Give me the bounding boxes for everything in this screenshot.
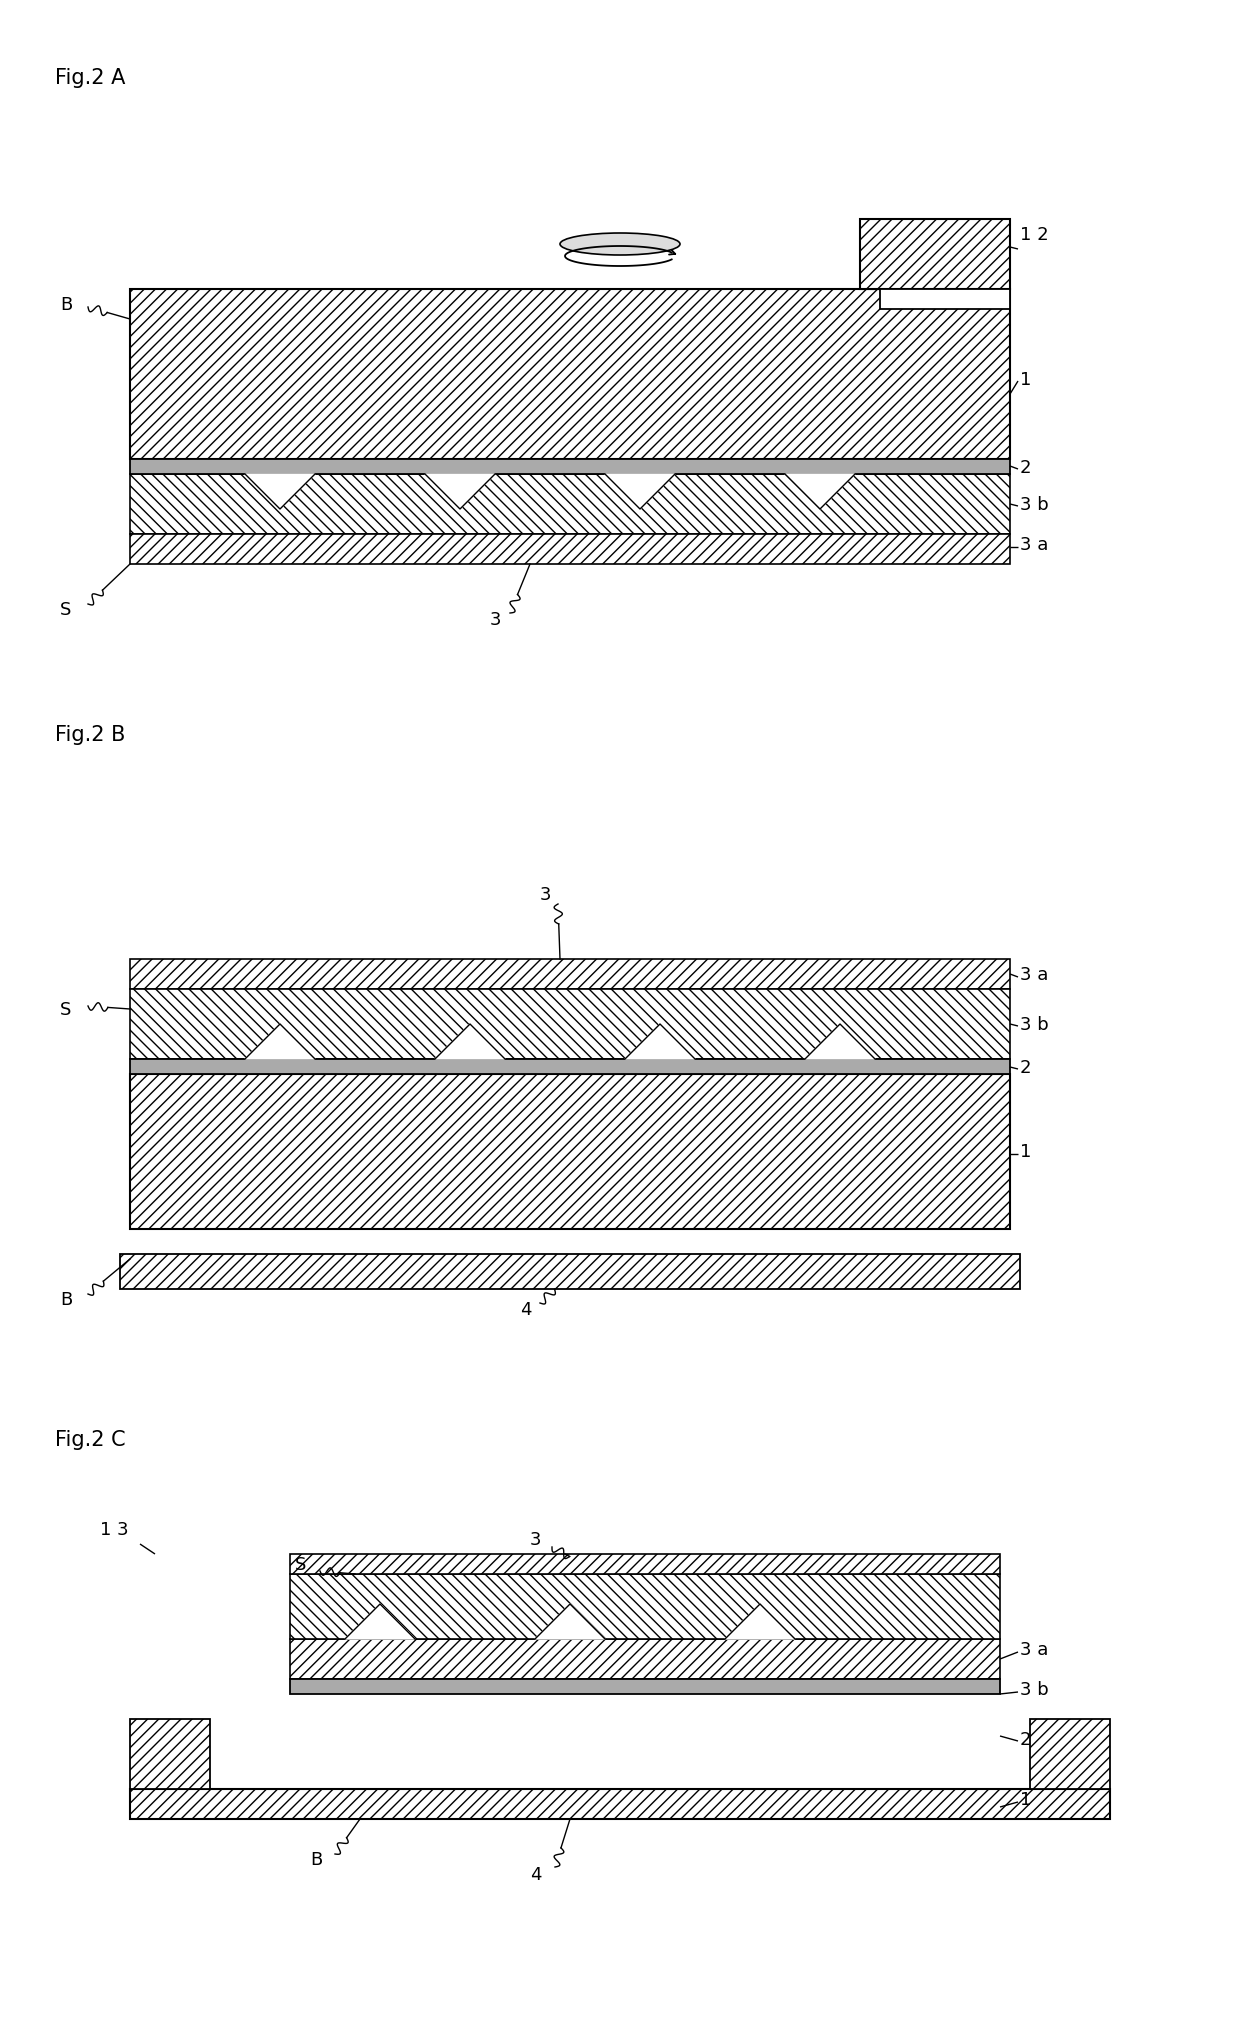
Bar	[130, 1788, 1110, 1819]
Bar	[130, 534, 1011, 565]
Text: 3 a: 3 a	[1021, 965, 1048, 983]
Polygon shape	[246, 475, 315, 510]
Text: Fig.2 A: Fig.2 A	[55, 67, 125, 87]
Ellipse shape	[560, 234, 680, 256]
Text: 2: 2	[1021, 1729, 1032, 1748]
Text: 3: 3	[539, 886, 552, 904]
Text: 4: 4	[520, 1300, 532, 1319]
Polygon shape	[345, 1603, 415, 1640]
Polygon shape	[725, 1603, 795, 1640]
Text: 3 a: 3 a	[1021, 536, 1048, 555]
Text: 1: 1	[1021, 370, 1032, 388]
Text: B: B	[60, 1290, 72, 1309]
Text: 3 b: 3 b	[1021, 1680, 1049, 1699]
Bar	[861, 219, 1011, 291]
Text: 1 2: 1 2	[1021, 226, 1049, 244]
Text: Fig.2 C: Fig.2 C	[55, 1428, 125, 1449]
Bar	[290, 1678, 999, 1695]
Polygon shape	[625, 1024, 694, 1059]
Bar	[290, 1554, 999, 1575]
Text: 2: 2	[1021, 1059, 1032, 1077]
Text: 2: 2	[1021, 459, 1032, 478]
Polygon shape	[435, 1024, 505, 1059]
Bar	[290, 1575, 999, 1640]
Bar	[130, 1719, 210, 1788]
Bar	[130, 959, 1011, 990]
Polygon shape	[534, 1603, 605, 1640]
Bar	[130, 475, 1011, 534]
Text: S: S	[60, 1000, 72, 1018]
Text: 3: 3	[490, 612, 501, 628]
Bar	[130, 990, 1011, 1059]
Text: 4: 4	[529, 1865, 542, 1884]
Polygon shape	[785, 475, 856, 510]
Text: 3 b: 3 b	[1021, 496, 1049, 514]
Polygon shape	[425, 475, 495, 510]
Bar	[880, 291, 1011, 309]
Text: 3: 3	[529, 1530, 542, 1548]
Text: B: B	[310, 1849, 322, 1867]
Text: S: S	[295, 1554, 306, 1573]
Bar	[1030, 1719, 1110, 1788]
Text: S: S	[60, 601, 72, 618]
Text: 1 3: 1 3	[100, 1520, 129, 1538]
Text: 1: 1	[1021, 1790, 1032, 1808]
Bar	[290, 1640, 999, 1678]
Bar	[130, 291, 1011, 459]
Text: 1: 1	[1021, 1142, 1032, 1160]
Polygon shape	[246, 1024, 315, 1059]
Bar	[130, 1059, 1011, 1075]
Text: 3 b: 3 b	[1021, 1016, 1049, 1034]
Bar	[130, 1075, 1011, 1229]
Text: 3 a: 3 a	[1021, 1640, 1048, 1658]
Text: B: B	[60, 297, 72, 313]
Bar	[120, 1254, 1021, 1290]
Polygon shape	[605, 475, 675, 510]
Polygon shape	[805, 1024, 875, 1059]
Bar	[130, 459, 1011, 475]
Text: Fig.2 B: Fig.2 B	[55, 725, 125, 744]
